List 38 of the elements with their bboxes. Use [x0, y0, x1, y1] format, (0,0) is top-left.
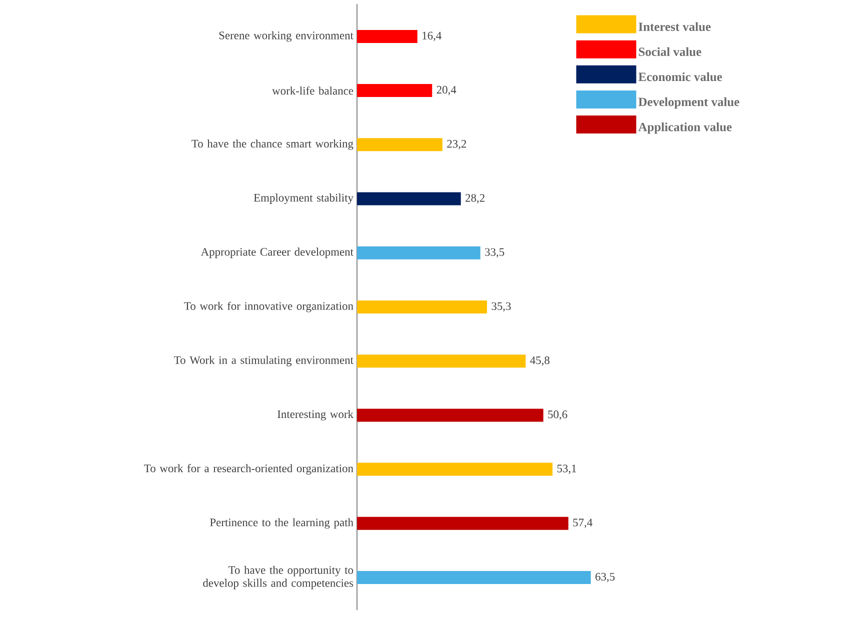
data-label: 63,5	[596, 572, 615, 582]
bar	[357, 30, 418, 43]
data-label: 50,6	[548, 410, 568, 420]
data-label: 53,1	[557, 464, 576, 474]
y-tick-label: To work for innovative organization	[184, 302, 354, 312]
y-tick-label: To Work in a stimulating environment	[174, 356, 354, 366]
bar	[357, 462, 553, 476]
legend-label: Social value	[638, 47, 702, 56]
y-tick-label: Employment stability	[254, 194, 354, 204]
y-tick-label: Appropriate Career development	[200, 248, 354, 258]
y-tick-label: To have the chance smart working	[192, 139, 354, 150]
data-label: 33,5	[485, 248, 504, 258]
data-label: 45,8	[530, 356, 550, 366]
y-tick-label: work-life balance	[272, 86, 354, 95]
y-tick-label: Serene working environment	[219, 31, 354, 42]
bar	[357, 571, 591, 584]
legend-label: Application value	[638, 122, 732, 134]
y-tick-label: Pertinence to the learning path	[210, 518, 354, 529]
y-tick-label: To work for a research-oriented organization	[144, 464, 354, 475]
bar	[357, 300, 487, 314]
y-tick-label: To have the opportunity to develop skills and competencies	[203, 566, 354, 590]
data-label: 23,2	[447, 140, 466, 150]
data-label: 16,4	[422, 32, 442, 42]
data-label: 35,3	[492, 302, 511, 312]
bar	[357, 138, 442, 152]
data-label: 28,2	[466, 194, 484, 204]
bar	[357, 84, 432, 98]
bar	[357, 408, 544, 422]
bar	[357, 354, 526, 368]
legend-label: Development value	[638, 97, 740, 109]
legend-label: Interest value	[638, 22, 711, 31]
data-label: 20,4	[436, 86, 456, 96]
legend-label: Economic value	[638, 72, 722, 82]
y-tick-label: Interesting work	[278, 410, 354, 420]
bar	[357, 246, 480, 260]
bar	[357, 516, 568, 530]
data-label: 57,4	[573, 518, 592, 528]
bar	[357, 192, 461, 206]
